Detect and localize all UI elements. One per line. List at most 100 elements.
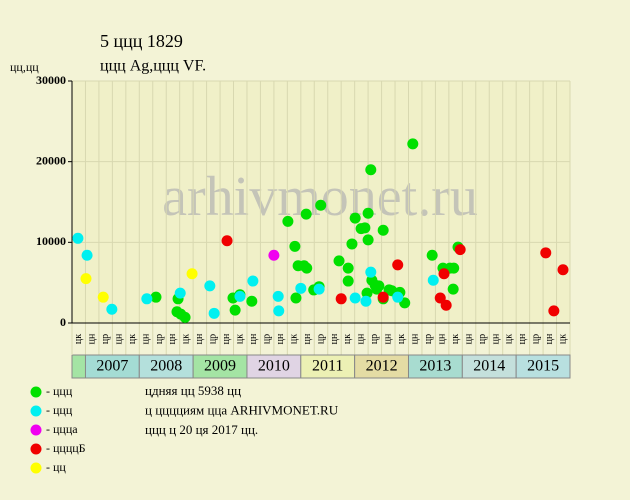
- data-point: [349, 212, 361, 224]
- legend-label: - ццц: [46, 403, 73, 417]
- data-point: [80, 273, 92, 285]
- data-point: [221, 235, 233, 247]
- data-point: [448, 262, 460, 274]
- legend-marker: [30, 443, 42, 455]
- year-label: 2008: [150, 358, 182, 375]
- data-point: [150, 291, 162, 303]
- x-quarter-label: цр: [423, 334, 434, 344]
- data-point: [229, 304, 241, 316]
- x-quarter-label: цн: [167, 333, 178, 344]
- data-point: [333, 255, 345, 267]
- x-quarter-label: цк: [558, 334, 569, 344]
- x-quarter-label: цн: [436, 333, 447, 344]
- x-quarter-label: цк: [504, 334, 515, 344]
- data-point: [447, 283, 459, 295]
- y-tick-label: 30000: [36, 73, 66, 87]
- x-quarter-label: цк: [450, 334, 461, 344]
- data-point: [362, 234, 374, 246]
- data-point: [315, 199, 327, 211]
- year-label: 2010: [258, 358, 290, 375]
- note: цдняя цц 5938 цц: [145, 383, 241, 398]
- data-point: [349, 292, 361, 304]
- data-point: [373, 280, 385, 292]
- data-point: [342, 275, 354, 287]
- data-point: [208, 307, 220, 319]
- y-axis-label: цц,цц: [10, 60, 39, 74]
- x-quarter-label: цн: [302, 333, 313, 344]
- data-point: [282, 215, 294, 227]
- legend-label: - цц: [46, 460, 66, 474]
- x-quarter-label: цн: [410, 333, 421, 344]
- x-quarter-label: цн: [194, 333, 205, 344]
- data-point: [362, 207, 374, 219]
- data-point: [377, 291, 389, 303]
- data-point: [438, 268, 450, 280]
- data-point: [97, 291, 109, 303]
- x-quarter-label: цн: [356, 333, 367, 344]
- data-point: [289, 240, 301, 252]
- data-point: [81, 249, 93, 261]
- x-quarter-label: цн: [275, 333, 286, 344]
- data-point: [557, 264, 569, 276]
- x-quarter-label: цн: [221, 333, 232, 344]
- data-point: [300, 208, 312, 220]
- x-quarter-label: цн: [329, 333, 340, 344]
- year-label: 2011: [312, 358, 343, 375]
- data-point: [268, 249, 280, 261]
- legend-marker: [30, 386, 42, 398]
- x-quarter-label: цр: [531, 334, 542, 344]
- x-quarter-label: цк: [73, 334, 84, 344]
- x-quarter-label: цр: [261, 334, 272, 344]
- x-quarter-label: цк: [127, 334, 138, 344]
- year-label: 2012: [366, 358, 398, 375]
- legend-marker: [30, 462, 42, 474]
- data-point: [335, 293, 347, 305]
- x-quarter-label: цр: [154, 334, 165, 344]
- x-quarter-label: цр: [315, 334, 326, 344]
- x-quarter-label: цн: [140, 333, 151, 344]
- y-tick-label: 20000: [36, 153, 66, 167]
- data-point: [426, 249, 438, 261]
- legend-label: - ццццБ: [46, 441, 86, 455]
- data-point: [272, 290, 284, 302]
- x-quarter-label: цр: [100, 334, 111, 344]
- data-point: [72, 232, 84, 244]
- year-cell: [515, 354, 571, 379]
- data-point: [346, 238, 358, 250]
- data-point: [290, 292, 302, 304]
- data-point: [179, 311, 191, 323]
- chart-title: 5 ццц 1829: [100, 31, 183, 51]
- data-point: [360, 295, 372, 307]
- x-quarter-label: цн: [113, 333, 124, 344]
- x-quarter-label: цр: [208, 334, 219, 344]
- data-point: [247, 275, 259, 287]
- x-quarter-label: цк: [342, 334, 353, 344]
- x-quarter-label: цн: [517, 333, 528, 344]
- x-quarter-label: цн: [463, 333, 474, 344]
- data-point: [174, 287, 186, 299]
- x-quarter-label: цр: [477, 334, 488, 344]
- data-point: [301, 262, 313, 274]
- data-point: [548, 305, 560, 317]
- data-point: [392, 291, 404, 303]
- x-quarter-label: цк: [181, 334, 192, 344]
- data-point: [361, 287, 373, 299]
- x-quarter-label: цк: [235, 334, 246, 344]
- data-point: [540, 247, 552, 259]
- legend-label: - ццц: [46, 384, 73, 398]
- legend-label: - ццца: [46, 422, 78, 436]
- legend-marker: [30, 424, 42, 436]
- data-point: [186, 268, 198, 280]
- year-label: 2013: [419, 358, 451, 375]
- data-point: [234, 290, 246, 302]
- data-point: [407, 138, 419, 150]
- data-point: [392, 259, 404, 271]
- data-point: [106, 303, 118, 315]
- year-label: 2014: [473, 358, 505, 375]
- y-tick-label: 10000: [36, 234, 66, 248]
- data-point: [204, 280, 216, 292]
- data-point: [342, 262, 354, 274]
- data-point: [295, 282, 307, 294]
- data-point: [440, 299, 452, 311]
- note: ццц ц 20 ця 2017 цц.: [145, 422, 258, 437]
